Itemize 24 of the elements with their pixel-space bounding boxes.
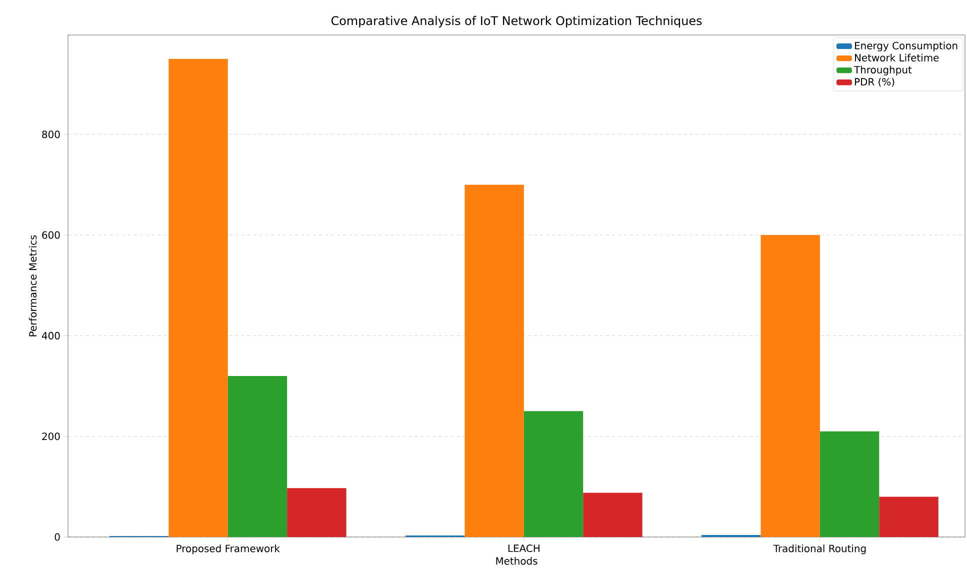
x-tick-label: Traditional Routing [773, 544, 866, 554]
y-axis-title: Performance Metrics [28, 235, 37, 336]
y-tick-label: 600 [42, 231, 60, 239]
bar [228, 376, 288, 537]
bar [879, 496, 938, 537]
y-tick-label: 400 [42, 332, 60, 340]
bar [287, 488, 346, 537]
legend-label: PDR (%) [854, 78, 894, 87]
legend-label: Energy Consumption [854, 42, 958, 52]
bar [168, 58, 228, 537]
x-tick-label: Proposed Framework [176, 544, 280, 554]
x-axis-title: Methods [496, 556, 538, 565]
y-tick-label: 200 [42, 432, 60, 440]
legend-label: Network Lifetime [854, 54, 939, 62]
legend-label: Throughput [854, 66, 912, 76]
bar [583, 492, 642, 537]
bar [524, 411, 584, 537]
bar [760, 235, 820, 537]
chart-title: Comparative Analysis of IoT Network Optimization Techniques [331, 16, 702, 28]
bar [820, 431, 880, 537]
y-tick-label: 800 [42, 130, 60, 138]
x-tick-label: LEACH [508, 544, 540, 552]
y-tick-label: 0 [54, 533, 60, 541]
bar [464, 184, 524, 537]
